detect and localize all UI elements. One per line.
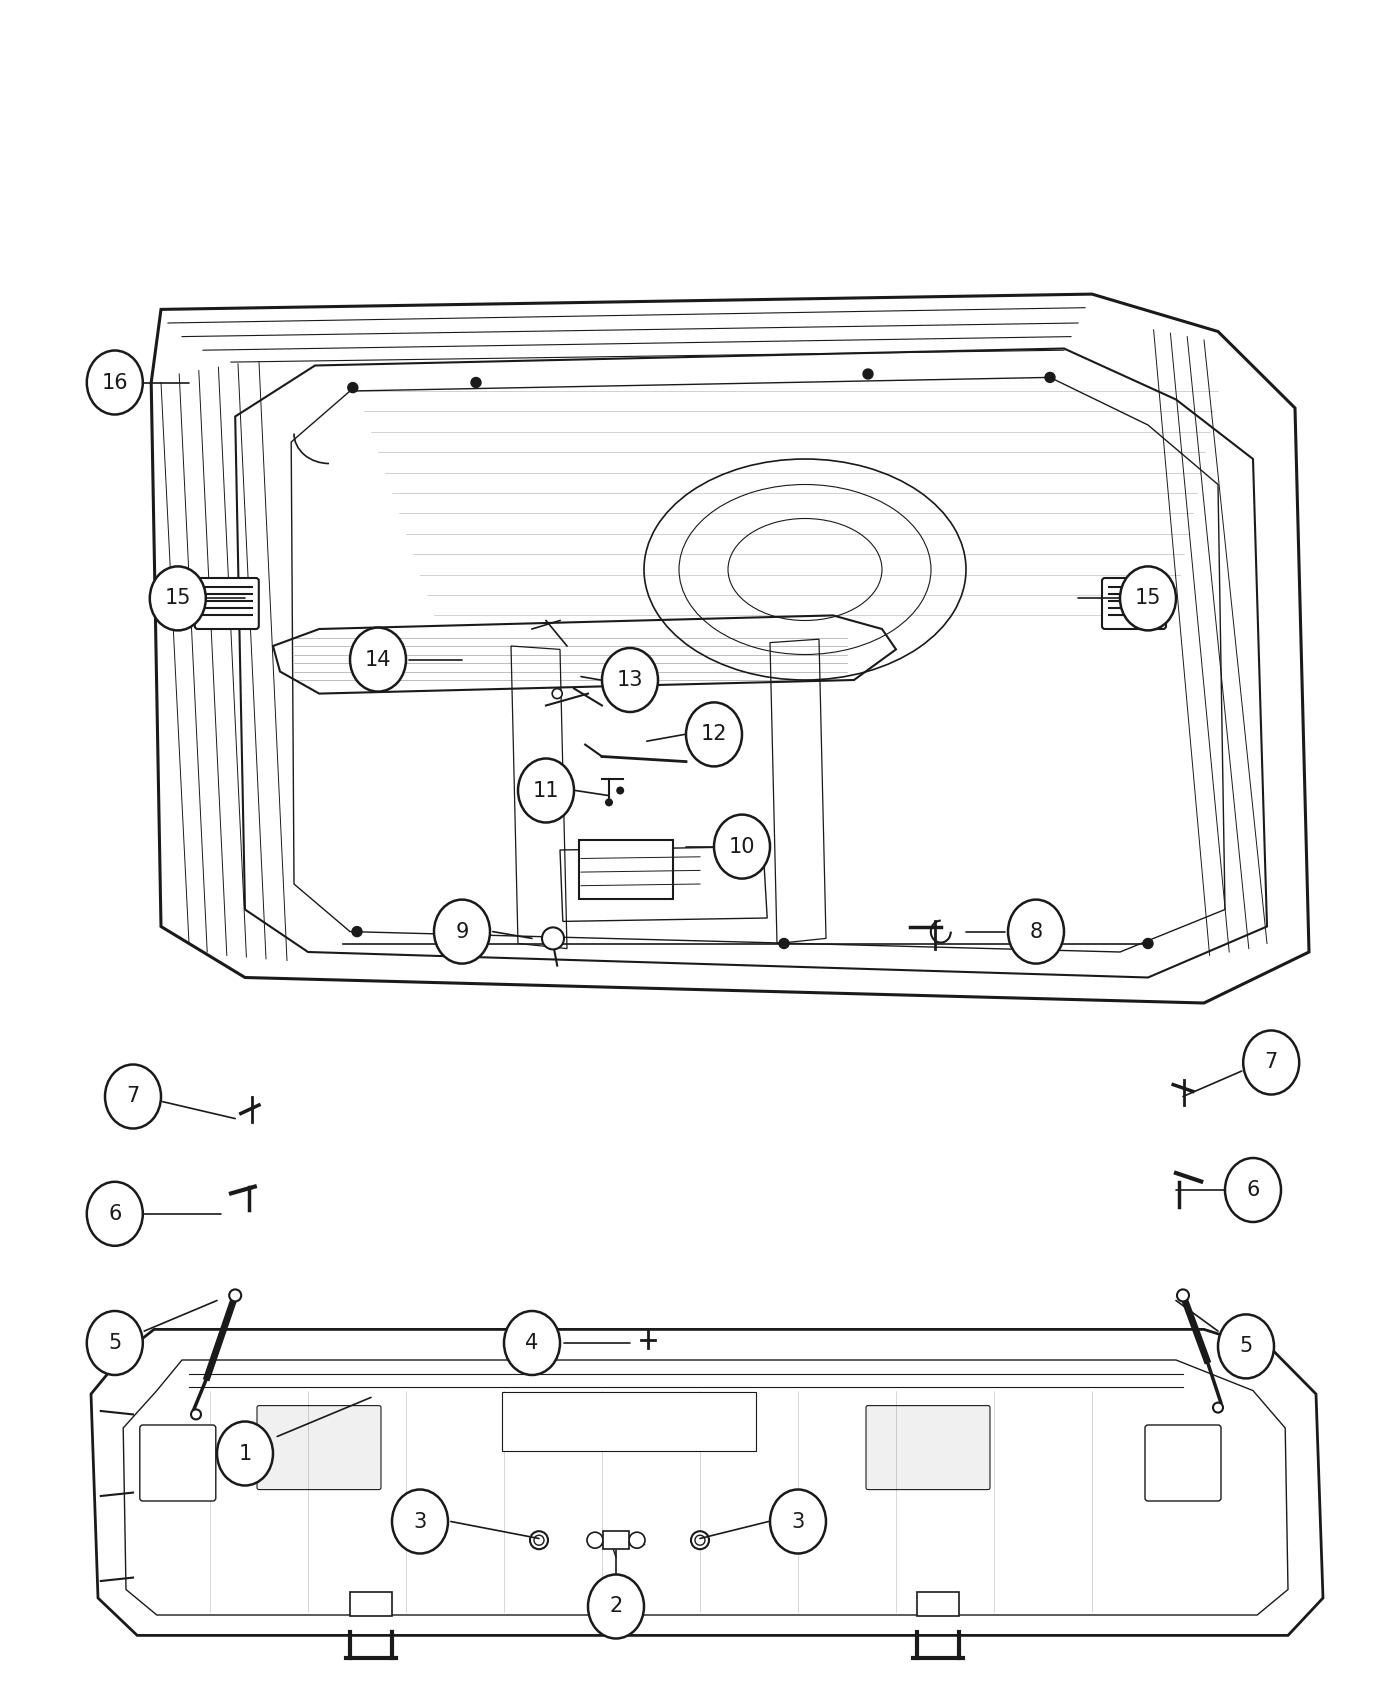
Ellipse shape: [105, 1064, 161, 1129]
Text: 6: 6: [108, 1204, 122, 1224]
Circle shape: [692, 1532, 708, 1549]
Text: 7: 7: [1264, 1052, 1278, 1073]
Circle shape: [587, 1532, 603, 1549]
Circle shape: [778, 938, 790, 949]
Circle shape: [616, 787, 624, 794]
Text: 13: 13: [617, 670, 643, 690]
Ellipse shape: [392, 1489, 448, 1554]
Text: 3: 3: [413, 1511, 427, 1532]
FancyBboxPatch shape: [603, 1532, 629, 1549]
Text: 9: 9: [455, 921, 469, 942]
Ellipse shape: [1218, 1314, 1274, 1379]
Circle shape: [605, 799, 613, 806]
Ellipse shape: [714, 814, 770, 879]
Circle shape: [351, 927, 363, 937]
Ellipse shape: [542, 928, 564, 949]
Ellipse shape: [518, 758, 574, 823]
Text: 16: 16: [101, 372, 129, 393]
Text: 4: 4: [525, 1333, 539, 1353]
Ellipse shape: [504, 1311, 560, 1375]
Text: 15: 15: [165, 588, 190, 609]
Ellipse shape: [87, 1311, 143, 1375]
FancyBboxPatch shape: [503, 1392, 756, 1452]
Circle shape: [862, 369, 874, 379]
Ellipse shape: [217, 1421, 273, 1486]
Ellipse shape: [1225, 1158, 1281, 1222]
Ellipse shape: [1008, 899, 1064, 964]
Circle shape: [531, 1532, 547, 1549]
Text: 11: 11: [533, 780, 559, 801]
Ellipse shape: [1120, 566, 1176, 631]
Text: 5: 5: [1239, 1336, 1253, 1357]
Ellipse shape: [87, 350, 143, 415]
Circle shape: [190, 1409, 202, 1420]
Circle shape: [347, 382, 358, 393]
FancyBboxPatch shape: [867, 1406, 990, 1489]
Text: 3: 3: [791, 1511, 805, 1532]
Ellipse shape: [150, 566, 206, 631]
Ellipse shape: [770, 1489, 826, 1554]
Circle shape: [629, 1532, 645, 1549]
FancyBboxPatch shape: [580, 840, 673, 899]
Ellipse shape: [434, 899, 490, 964]
FancyBboxPatch shape: [195, 578, 259, 629]
Ellipse shape: [87, 1182, 143, 1246]
Text: 7: 7: [126, 1086, 140, 1107]
Circle shape: [1212, 1402, 1224, 1413]
Ellipse shape: [602, 648, 658, 712]
Text: 6: 6: [1246, 1180, 1260, 1200]
Text: 14: 14: [365, 649, 391, 670]
Text: 12: 12: [701, 724, 727, 745]
FancyBboxPatch shape: [350, 1593, 392, 1617]
Circle shape: [470, 377, 482, 388]
FancyBboxPatch shape: [140, 1425, 216, 1501]
Ellipse shape: [588, 1574, 644, 1639]
Ellipse shape: [686, 702, 742, 767]
Ellipse shape: [1243, 1030, 1299, 1095]
Text: 8: 8: [1029, 921, 1043, 942]
Text: 1: 1: [238, 1443, 252, 1464]
Circle shape: [547, 938, 559, 949]
Text: 15: 15: [1135, 588, 1161, 609]
Circle shape: [1044, 372, 1056, 382]
Circle shape: [552, 688, 563, 699]
Circle shape: [1142, 938, 1154, 949]
FancyBboxPatch shape: [1102, 578, 1166, 629]
Ellipse shape: [350, 627, 406, 692]
Circle shape: [230, 1289, 241, 1302]
Text: 2: 2: [609, 1596, 623, 1617]
Circle shape: [1177, 1289, 1189, 1302]
FancyBboxPatch shape: [917, 1593, 959, 1617]
FancyBboxPatch shape: [1145, 1425, 1221, 1501]
FancyBboxPatch shape: [258, 1406, 381, 1489]
Text: 5: 5: [108, 1333, 122, 1353]
Text: 10: 10: [729, 836, 755, 857]
